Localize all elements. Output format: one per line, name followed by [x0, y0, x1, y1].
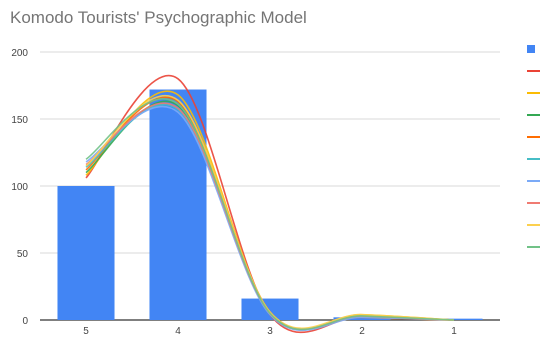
bar	[333, 317, 391, 320]
bar	[57, 186, 115, 320]
x-tick-label: 2	[359, 326, 365, 337]
line-layer	[85, 75, 455, 334]
x-tick-label: 5	[83, 326, 89, 337]
series-line	[85, 96, 455, 330]
x-tick-label: 3	[267, 326, 273, 337]
x-tick-label: 4	[175, 326, 181, 337]
series-line	[85, 103, 455, 330]
bar	[241, 298, 299, 320]
y-tick-label: 100	[11, 182, 28, 193]
chart-title: Komodo Tourists' Psychographic Model	[10, 8, 307, 27]
series-line	[85, 94, 455, 330]
series-line	[85, 105, 455, 332]
x-tick-label: 1	[451, 326, 457, 337]
y-tick-label: 150	[11, 115, 28, 126]
y-tick-label: 50	[17, 249, 29, 260]
series-line	[85, 100, 455, 331]
bar	[149, 89, 207, 321]
legend-swatch	[527, 45, 535, 53]
series-line	[85, 97, 455, 331]
series-line	[85, 90, 455, 331]
axis-layer: 5 4 3 2 1	[83, 326, 457, 337]
legend-layer	[527, 45, 540, 248]
y-tick-label: 200	[11, 48, 28, 59]
y-tick-label: 0	[22, 316, 28, 327]
series-line	[85, 102, 455, 330]
